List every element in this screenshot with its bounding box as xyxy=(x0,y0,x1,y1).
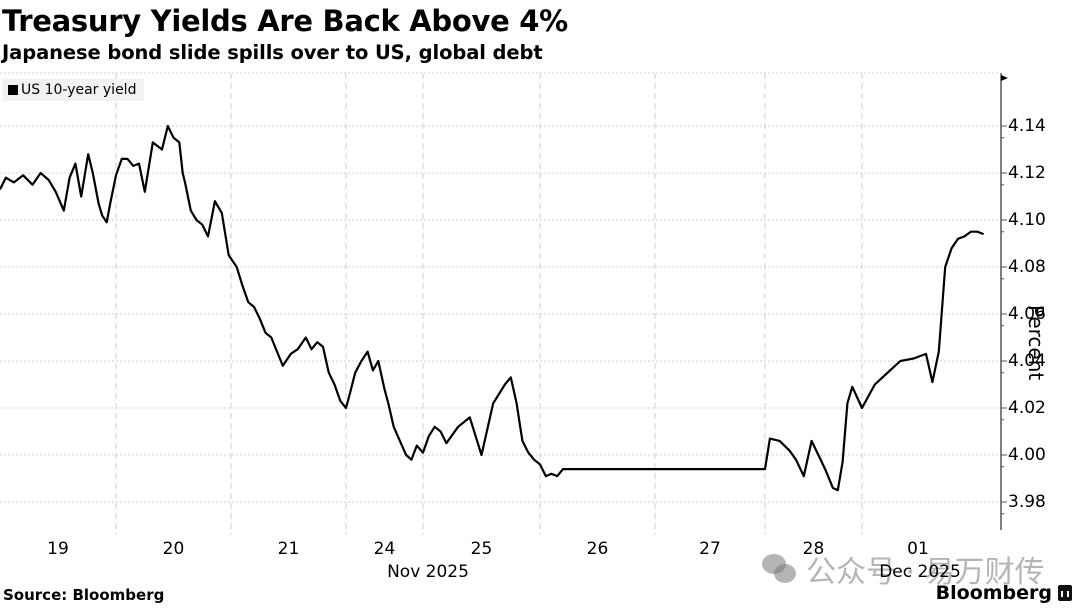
x-tick-label: 01 xyxy=(907,539,929,559)
y-tick-label: 4.04 xyxy=(1008,351,1046,371)
source-note: Source: Bloomberg xyxy=(3,586,165,604)
chart-subtitle: Japanese bond slide spills over to US, g… xyxy=(2,41,543,64)
y-tick-label: 4.06 xyxy=(1008,304,1046,324)
x-tick-label: 27 xyxy=(699,539,721,559)
x-tick-label: 21 xyxy=(277,539,300,559)
x-group-dec: Dec 2025 xyxy=(879,562,961,582)
x-tick-label: 28 xyxy=(802,539,825,559)
bloomberg-brand: Bloomberg xyxy=(936,582,1072,604)
x-tick-label: 26 xyxy=(586,539,609,559)
brand-text: Bloomberg xyxy=(935,582,1052,604)
y-tick-label: 4.12 xyxy=(1008,163,1046,183)
y-tick-label: 4.08 xyxy=(1008,257,1046,277)
watermark-text: 公众号 · 易万财传 xyxy=(806,555,1045,590)
y-axis-title: Percent xyxy=(1024,305,1048,381)
wechat-icon xyxy=(762,554,798,584)
chart-title: Treasury Yields Are Back Above 4% xyxy=(2,4,568,38)
x-tick-label: 19 xyxy=(47,539,69,559)
top-axis-marker xyxy=(1001,75,1008,81)
y-tick-label: 4.02 xyxy=(1008,398,1046,418)
y-tick-label: 4.14 xyxy=(1008,116,1046,136)
x-tick-label: 25 xyxy=(470,539,493,559)
y-tick-label: 4.10 xyxy=(1008,210,1046,230)
legend-label: US 10-year yield xyxy=(21,82,137,98)
vertical-gridlines xyxy=(115,73,863,535)
y-axis-ticks xyxy=(1001,125,1007,515)
x-group-nov: Nov 2025 xyxy=(387,562,469,582)
watermark: 公众号 · 易万财传 xyxy=(762,547,1045,591)
us-10-year-yield-line xyxy=(0,124,984,492)
legend: US 10-year yield xyxy=(2,79,145,101)
x-tick-label: 20 xyxy=(162,539,185,559)
bloomberg-logo-icon xyxy=(1058,585,1072,601)
y-tick-label: 3.98 xyxy=(1008,492,1046,512)
legend-swatch xyxy=(8,85,18,95)
x-tick-label: 24 xyxy=(373,539,396,559)
horizontal-gridlines xyxy=(0,125,1000,503)
y-tick-label: 4.00 xyxy=(1008,445,1046,465)
